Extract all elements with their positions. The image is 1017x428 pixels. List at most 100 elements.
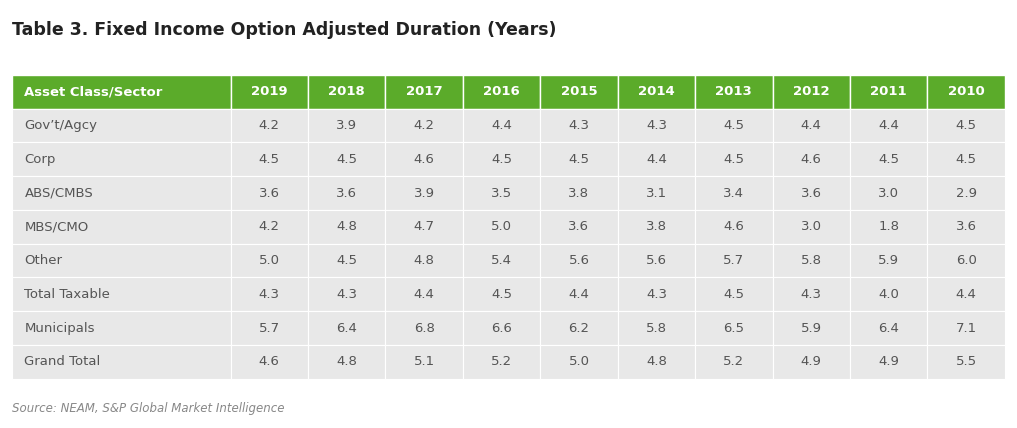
- Bar: [850, 143, 928, 176]
- Bar: [695, 210, 773, 244]
- Bar: [463, 345, 540, 379]
- Bar: [850, 345, 928, 379]
- Bar: [385, 109, 463, 143]
- Bar: [12, 176, 231, 210]
- Text: Municipals: Municipals: [24, 321, 95, 335]
- Text: 2012: 2012: [793, 85, 830, 98]
- Bar: [928, 75, 1005, 109]
- Text: 4.5: 4.5: [491, 153, 512, 166]
- Text: 4.2: 4.2: [258, 220, 280, 233]
- Text: 3.9: 3.9: [337, 119, 357, 132]
- Bar: [231, 244, 308, 277]
- Bar: [12, 109, 231, 143]
- Text: 3.6: 3.6: [800, 187, 822, 199]
- Text: 3.5: 3.5: [491, 187, 513, 199]
- Text: 2017: 2017: [406, 85, 442, 98]
- Bar: [928, 109, 1005, 143]
- Text: Source: NEAM, S&P Global Market Intelligence: Source: NEAM, S&P Global Market Intellig…: [12, 402, 285, 415]
- Bar: [773, 277, 850, 311]
- Bar: [12, 244, 231, 277]
- Text: Total Taxable: Total Taxable: [24, 288, 110, 301]
- Text: 4.6: 4.6: [723, 220, 744, 233]
- Bar: [12, 277, 231, 311]
- Bar: [773, 109, 850, 143]
- Bar: [12, 311, 231, 345]
- Text: 3.6: 3.6: [956, 220, 976, 233]
- Bar: [463, 244, 540, 277]
- Text: 4.5: 4.5: [258, 153, 280, 166]
- Bar: [773, 176, 850, 210]
- Bar: [540, 244, 617, 277]
- Text: 4.3: 4.3: [646, 119, 667, 132]
- Bar: [308, 210, 385, 244]
- Text: 6.4: 6.4: [879, 321, 899, 335]
- Text: 4.6: 4.6: [259, 355, 280, 369]
- Bar: [695, 176, 773, 210]
- Text: 3.4: 3.4: [723, 187, 744, 199]
- Bar: [928, 277, 1005, 311]
- Bar: [463, 75, 540, 109]
- Text: 4.8: 4.8: [337, 220, 357, 233]
- Bar: [773, 311, 850, 345]
- Bar: [463, 210, 540, 244]
- Text: 4.6: 4.6: [800, 153, 822, 166]
- Bar: [12, 210, 231, 244]
- Text: 4.9: 4.9: [879, 355, 899, 369]
- Text: 6.2: 6.2: [569, 321, 590, 335]
- Text: 4.3: 4.3: [800, 288, 822, 301]
- Bar: [308, 75, 385, 109]
- Text: Table 3. Fixed Income Option Adjusted Duration (Years): Table 3. Fixed Income Option Adjusted Du…: [12, 21, 556, 39]
- Bar: [385, 176, 463, 210]
- Text: 4.4: 4.4: [569, 288, 590, 301]
- Text: 6.8: 6.8: [414, 321, 434, 335]
- Bar: [12, 75, 231, 109]
- Bar: [385, 311, 463, 345]
- Bar: [617, 277, 695, 311]
- Bar: [540, 345, 617, 379]
- Bar: [695, 143, 773, 176]
- Text: 5.4: 5.4: [491, 254, 512, 267]
- Text: 4.5: 4.5: [723, 153, 744, 166]
- Bar: [308, 345, 385, 379]
- Bar: [617, 244, 695, 277]
- Text: 4.5: 4.5: [569, 153, 590, 166]
- Text: 3.6: 3.6: [337, 187, 357, 199]
- Text: Gov’t/Agcy: Gov’t/Agcy: [24, 119, 98, 132]
- Text: 4.5: 4.5: [723, 119, 744, 132]
- Text: Grand Total: Grand Total: [24, 355, 101, 369]
- Bar: [695, 311, 773, 345]
- Text: 4.5: 4.5: [956, 119, 976, 132]
- Bar: [850, 176, 928, 210]
- Text: 3.8: 3.8: [569, 187, 590, 199]
- Text: Corp: Corp: [24, 153, 56, 166]
- Bar: [850, 311, 928, 345]
- Text: 5.2: 5.2: [723, 355, 744, 369]
- Text: 4.6: 4.6: [414, 153, 434, 166]
- Bar: [231, 109, 308, 143]
- Text: 4.5: 4.5: [956, 153, 976, 166]
- Text: 5.0: 5.0: [491, 220, 512, 233]
- Text: 4.4: 4.4: [491, 119, 512, 132]
- Bar: [231, 176, 308, 210]
- Bar: [463, 109, 540, 143]
- Bar: [695, 109, 773, 143]
- Text: 4.8: 4.8: [646, 355, 667, 369]
- Text: 5.1: 5.1: [414, 355, 434, 369]
- Text: 5.6: 5.6: [646, 254, 667, 267]
- Bar: [773, 345, 850, 379]
- Bar: [928, 176, 1005, 210]
- Bar: [231, 345, 308, 379]
- Text: 2.9: 2.9: [956, 187, 976, 199]
- Bar: [617, 210, 695, 244]
- Bar: [928, 244, 1005, 277]
- Bar: [231, 143, 308, 176]
- Text: 6.5: 6.5: [723, 321, 744, 335]
- Text: MBS/CMO: MBS/CMO: [24, 220, 88, 233]
- Bar: [540, 210, 617, 244]
- Bar: [308, 143, 385, 176]
- Bar: [385, 277, 463, 311]
- Text: 5.7: 5.7: [258, 321, 280, 335]
- Bar: [540, 277, 617, 311]
- Text: 5.8: 5.8: [800, 254, 822, 267]
- Text: 2014: 2014: [638, 85, 674, 98]
